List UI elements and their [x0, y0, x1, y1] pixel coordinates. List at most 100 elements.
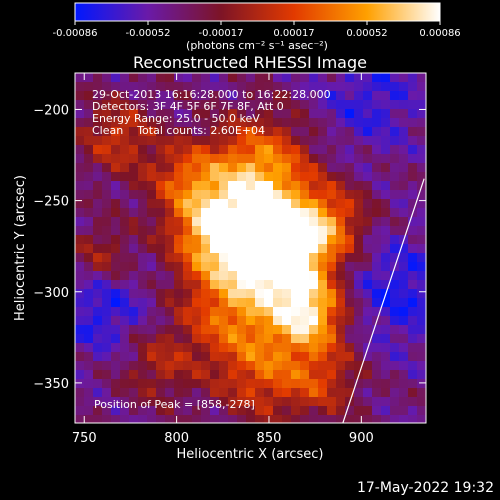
heatmap-cell — [390, 91, 400, 101]
heatmap-cell — [84, 406, 94, 416]
heatmap-cell — [237, 343, 247, 353]
heatmap-cell — [102, 208, 112, 218]
heatmap-cell — [192, 280, 202, 290]
heatmap-cell — [84, 379, 94, 389]
heatmap-cell — [183, 172, 193, 182]
heatmap-cell — [192, 262, 202, 272]
heatmap-cell — [264, 334, 274, 344]
heatmap-cell — [282, 82, 292, 92]
heatmap-cell — [102, 91, 112, 101]
heatmap-cell — [93, 370, 103, 380]
heatmap-cell — [417, 91, 426, 101]
heatmap-cell — [255, 415, 265, 423]
heatmap-cell — [129, 379, 139, 389]
heatmap-cell — [174, 307, 184, 317]
heatmap-cell — [354, 361, 364, 371]
heatmap-cell — [210, 361, 220, 371]
heatmap-cell — [93, 253, 103, 263]
heatmap-cell — [336, 100, 346, 110]
heatmap-cell — [408, 379, 418, 389]
heatmap-cell — [264, 118, 274, 128]
heatmap-cell — [327, 379, 337, 389]
solar-limb-line — [342, 178, 425, 423]
heatmap-cell — [111, 379, 121, 389]
heatmap-cell — [408, 199, 418, 209]
heatmap-cell — [381, 127, 391, 137]
heatmap-cell — [336, 415, 346, 423]
heatmap-cell — [228, 388, 238, 398]
heatmap-cell — [201, 100, 211, 110]
heatmap-cell — [408, 244, 418, 254]
heatmap-cell — [237, 154, 247, 164]
heatmap-cell — [255, 361, 265, 371]
heatmap-cell — [246, 172, 256, 182]
heatmap-cell — [111, 154, 121, 164]
heatmap-cell — [165, 181, 175, 191]
heatmap-cell — [327, 289, 337, 299]
heatmap-cell — [210, 109, 220, 119]
heatmap-cell — [246, 118, 256, 128]
heatmap-cell — [120, 127, 130, 137]
heatmap-cell — [129, 217, 139, 227]
heatmap-cell — [336, 199, 346, 209]
heatmap-cell — [192, 127, 202, 137]
heatmap-cell — [201, 325, 211, 335]
heatmap-cell — [318, 136, 328, 146]
heatmap-cell — [300, 235, 310, 245]
heatmap-cell — [327, 415, 337, 423]
heatmap-cell — [210, 406, 220, 416]
heatmap-cell — [264, 82, 274, 92]
heatmap-cell — [336, 388, 346, 398]
heatmap-cell — [282, 217, 292, 227]
heatmap-cell — [75, 334, 85, 344]
heatmap-cell — [318, 199, 328, 209]
heatmap-cell — [156, 181, 166, 191]
heatmap-cell — [192, 190, 202, 200]
heatmap-cell — [363, 406, 373, 416]
heatmap-cell — [246, 361, 256, 371]
heatmap-cell — [84, 352, 94, 362]
heatmap-cell — [156, 154, 166, 164]
heatmap-cell — [300, 289, 310, 299]
heatmap-cell — [93, 325, 103, 335]
heatmap-cell — [327, 208, 337, 218]
heatmap-cell — [93, 91, 103, 101]
heatmap-cell — [381, 154, 391, 164]
heatmap-cell — [120, 145, 130, 155]
heatmap-cell — [237, 379, 247, 389]
heatmap-cell — [291, 379, 301, 389]
heatmap-cell — [372, 361, 382, 371]
heatmap-cell — [183, 73, 193, 83]
heatmap-cell — [111, 352, 121, 362]
heatmap-cell — [309, 100, 319, 110]
heatmap-cell — [309, 406, 319, 416]
heatmap-cell — [309, 172, 319, 182]
heatmap-cell — [417, 235, 426, 245]
heatmap-cell — [75, 280, 85, 290]
heatmap-cell — [219, 262, 229, 272]
heatmap-cell — [228, 145, 238, 155]
heatmap-cell — [273, 145, 283, 155]
heatmap-cell — [174, 343, 184, 353]
heatmap-cell — [255, 91, 265, 101]
heatmap-cell — [291, 109, 301, 119]
heatmap-cell — [372, 244, 382, 254]
heatmap-cell — [75, 82, 85, 92]
heatmap-cell — [372, 199, 382, 209]
heatmap-cell — [246, 325, 256, 335]
heatmap-cell — [300, 415, 310, 423]
heatmap-cell — [300, 91, 310, 101]
heatmap-cell — [75, 298, 85, 308]
heatmap-cell — [363, 253, 373, 263]
heatmap-cell — [255, 199, 265, 209]
heatmap-cell — [354, 109, 364, 119]
heatmap-cell — [183, 388, 193, 398]
heatmap-cell — [129, 91, 139, 101]
heatmap-cell — [192, 118, 202, 128]
heatmap-cell — [363, 109, 373, 119]
heatmap-cell — [345, 154, 355, 164]
heatmap-cell — [165, 235, 175, 245]
heatmap-cell — [264, 154, 274, 164]
heatmap-cell — [273, 370, 283, 380]
heatmap-cell — [156, 73, 166, 83]
